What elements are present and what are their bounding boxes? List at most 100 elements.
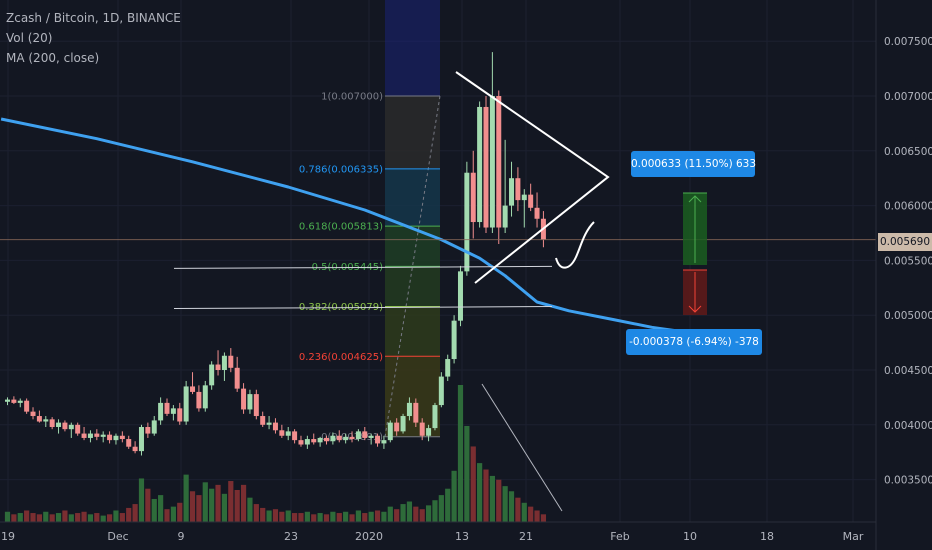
fib-level-label: 1(0.007000) [321,92,383,103]
candle-body [138,426,144,452]
volume-bar [11,514,17,522]
y-tick-label: 0.005000 [884,310,932,322]
volume-bar [477,463,483,522]
symbol-title[interactable]: Zcash / Bitcoin, 1D, BINANCE [6,11,181,25]
volume-bar [285,510,291,522]
candle-body [107,434,113,441]
volume-bar [457,385,464,522]
candlesticks [5,52,546,456]
horizontal-line-support [173,265,553,269]
candle-body [24,400,30,412]
fib-zone [385,226,440,267]
candle-body [515,178,521,201]
candle-body [17,400,23,403]
volume-bar [202,482,208,522]
candle-body [36,416,42,422]
candle-body [509,178,515,206]
volume-bar [343,511,349,522]
price-axis [876,0,932,550]
volume-bar [126,507,132,522]
volume-bars [4,385,547,522]
volume-bar [43,511,49,522]
volume-bar [94,513,100,522]
volume-bar [298,513,304,522]
candle-body [349,436,355,440]
volume-bar [55,513,62,522]
candle-body [170,408,176,414]
candle-body [489,96,495,228]
y-tick-label: 0.007500 [884,36,932,48]
x-tick-label: 13 [455,530,469,543]
volume-indicator-label[interactable]: Vol (20) [6,31,53,45]
volume-bar [215,484,221,522]
measure-up-label: 0.000633 (11.50%) 633 [631,151,756,177]
candle-body [119,435,125,440]
y-tick-label: 0.004500 [884,365,932,377]
candle-body [215,364,221,370]
candle-body [49,419,55,427]
candle-body [406,402,412,417]
candle-body [528,194,534,208]
candle-body [158,402,164,421]
candle-body [445,359,451,377]
volume-bar [540,514,547,522]
candle-body [81,433,87,438]
measure-up-arrowhead [688,195,702,203]
fib-zone [385,306,440,357]
volume-bar [81,511,87,522]
volume-bar [368,511,374,522]
projected-path [555,221,595,269]
candle-body [266,422,272,425]
volume-bar [349,514,355,522]
volume-bar [336,513,342,522]
volume-bar [425,505,432,522]
y-tick-label: 0.003500 [884,475,932,487]
volume-bar [30,513,36,522]
volume-bar [317,513,323,522]
volume-bar [355,510,361,522]
candle-body [87,433,93,438]
chart-legend: Zcash / Bitcoin, 1D, BINANCE Vol (20) MA… [6,8,181,68]
volume-bar [419,509,425,522]
candle-body [196,391,202,409]
volume-bar [221,493,228,522]
volume-bar [253,504,259,522]
measure-down-arrowhead [688,305,702,313]
candle-body [234,367,240,389]
volume-bar [330,511,336,522]
triangle-pattern [455,71,610,284]
volume-bar [106,514,113,522]
fib-level-label: 0.786(0.006335) [299,164,383,175]
candle-body [247,394,253,410]
candle-body [483,106,489,228]
candle-body [400,416,406,432]
ma-indicator-label[interactable]: MA (200, close) [6,51,100,65]
candle-body [145,426,151,434]
volume-bar [151,498,157,522]
candle-body [457,271,463,321]
candle-body [534,207,540,219]
volume-bar [508,491,515,522]
volume-bar [62,510,68,522]
x-tick-label: Dec [107,530,128,543]
volume-bar [49,514,55,522]
fibonacci-retracement: 1(0.007000) 0.786(0.006335) 0.618(0.005813… [299,0,441,443]
volume-bar [311,514,317,522]
volume-bar [445,488,451,522]
candle-body [521,194,527,201]
volume-bar [489,475,495,522]
fib-level-label: 0.618(0.005813) [299,222,383,233]
volume-bar [515,497,521,522]
candle-body [381,440,387,444]
candle-body [260,416,266,425]
volume-bar [292,513,298,522]
drawings [0,71,876,512]
candle-body [30,411,36,417]
candle-body [413,402,419,423]
volume-bar [75,513,81,522]
candle-body [151,420,157,434]
horizontal-line-support [173,306,553,310]
candle-body [426,428,432,436]
fib-level-label: 0.236(0.004625) [299,352,383,363]
